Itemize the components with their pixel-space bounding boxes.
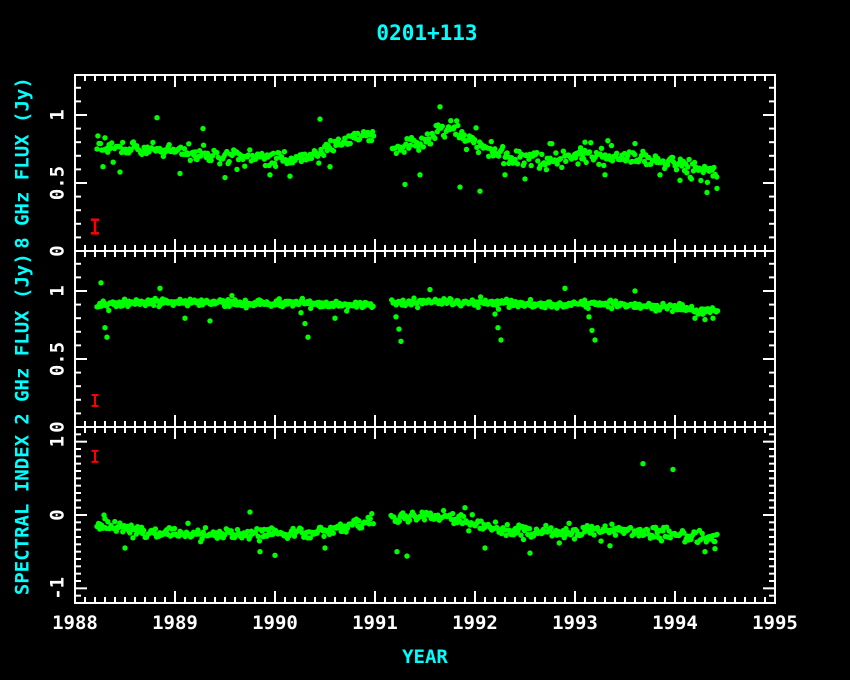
- y-tick-label: 1: [47, 109, 69, 120]
- data-points-2: [94, 461, 720, 559]
- data-points-1: [94, 280, 721, 344]
- panel-2: -1 0 1: [47, 426, 776, 604]
- x-tick-label: 1995: [752, 612, 798, 634]
- y-tick-labels-1: 00.51: [47, 285, 69, 432]
- y-axis-title-8ghz-flux: 8 GHz FLUX (Jy): [12, 77, 34, 249]
- x-tick-label: 1990: [252, 612, 298, 634]
- typical-errorbar-2: [91, 449, 99, 463]
- panel-0: 00.51: [47, 74, 776, 257]
- x-tick-label: 1993: [552, 612, 598, 634]
- y-tick-label: 0.5: [47, 342, 69, 376]
- typical-errorbar-1: [91, 394, 99, 407]
- y-tick-label: 1: [47, 285, 69, 296]
- panel-frame-2: [74, 426, 776, 604]
- plot-title: 0201+113: [376, 21, 477, 45]
- x-axis-title: YEAR: [402, 646, 448, 668]
- y-tick-label: 0: [47, 421, 69, 432]
- x-tick-label: 1991: [352, 612, 398, 634]
- x-tick-label: 1989: [152, 612, 198, 634]
- y-tick-labels-0: 00.51: [47, 109, 69, 256]
- x-tick-label: 1992: [452, 612, 498, 634]
- y-tick-label: -1: [47, 577, 69, 600]
- typical-errorbar-0: [91, 218, 99, 235]
- panel-frame-1: [74, 250, 776, 428]
- data-points-0: [94, 104, 720, 196]
- y-tick-label: 0.5: [47, 166, 69, 200]
- y-axis-title-spectral-index: SPECTRAL INDEX: [12, 434, 34, 595]
- y-tick-label: 0: [47, 509, 69, 520]
- x-tick-label: 1988: [52, 612, 98, 634]
- ticks-1: [74, 251, 776, 428]
- x-tick-label: 1994: [652, 612, 698, 634]
- panel-1: 00.51: [47, 250, 776, 433]
- y-axis-title-2ghz-flux: 2 GHz FLUX (Jy): [12, 253, 34, 425]
- y-tick-labels-2: -1 0 1: [47, 436, 69, 600]
- y-tick-label: 0: [47, 245, 69, 256]
- y-tick-label: 1: [47, 436, 69, 447]
- x-tick-labels: 1988 1989 1990 1991 1992 1993 1994 1995: [52, 612, 798, 634]
